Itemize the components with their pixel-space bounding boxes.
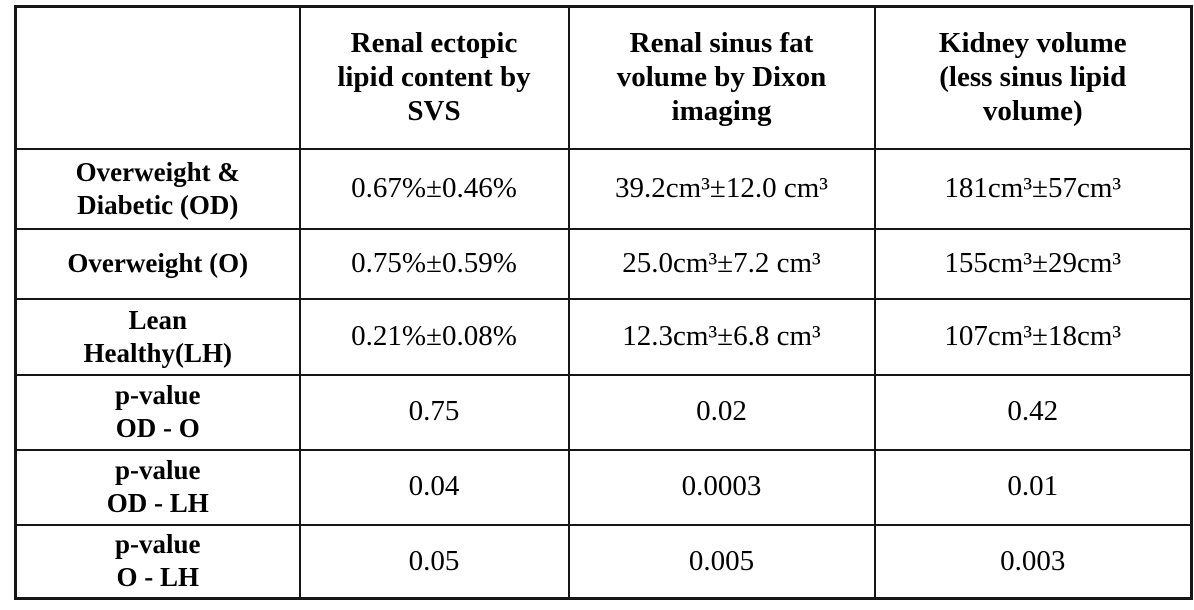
data-cell: 0.04 [298, 448, 570, 526]
row-label-pvalue-o-lh: p-value O - LH [14, 523, 301, 600]
data-cell: 0.01 [873, 448, 1193, 526]
data-cell: 0.02 [567, 373, 876, 451]
corner-empty-cell [14, 5, 301, 150]
data-cell: 0.75%±0.59% [298, 227, 570, 300]
row-label-lean-healthy: Lean Healthy(LH) [14, 297, 301, 376]
data-cell: 0.42 [873, 373, 1193, 451]
table-row-overweight-diabetic: Overweight & Diabetic (OD) 0.67%±0.46% 3… [14, 147, 1193, 230]
data-cell: 107cm³±18cm³ [873, 297, 1193, 376]
data-cell: 0.21%±0.08% [298, 297, 570, 376]
data-cell: 181cm³±57cm³ [873, 147, 1193, 230]
renal-measurements-table: Renal ectopic lipid content by SVS Renal… [14, 5, 1193, 600]
table-row-pvalue-od-lh: p-value OD - LH 0.04 0.0003 0.01 [14, 448, 1193, 526]
col-header-kidney-volume: Kidney volume (less sinus lipid volume) [873, 5, 1193, 150]
header-row: Renal ectopic lipid content by SVS Renal… [14, 5, 1193, 150]
data-cell: 25.0cm³±7.2 cm³ [567, 227, 876, 300]
col-header-renal-sinus-fat: Renal sinus fat volume by Dixon imaging [567, 5, 876, 150]
col-header-renal-ectopic-lipid: Renal ectopic lipid content by SVS [298, 5, 570, 150]
data-cell: 12.3cm³±6.8 cm³ [567, 297, 876, 376]
data-cell: 0.05 [298, 523, 570, 600]
data-cell: 0.75 [298, 373, 570, 451]
row-label-pvalue-od-lh: p-value OD - LH [14, 448, 301, 526]
table-row-pvalue-od-o: p-value OD - O 0.75 0.02 0.42 [14, 373, 1193, 451]
data-cell: 0.003 [873, 523, 1193, 600]
row-label-overweight: Overweight (O) [14, 227, 301, 300]
data-cell: 155cm³±29cm³ [873, 227, 1193, 300]
data-cell: 39.2cm³±12.0 cm³ [567, 147, 876, 230]
row-label-overweight-diabetic: Overweight & Diabetic (OD) [14, 147, 301, 230]
table-row-lean-healthy: Lean Healthy(LH) 0.21%±0.08% 12.3cm³±6.8… [14, 297, 1193, 376]
results-table-container: Renal ectopic lipid content by SVS Renal… [14, 5, 1193, 600]
data-cell: 0.005 [567, 523, 876, 600]
table-row-pvalue-o-lh: p-value O - LH 0.05 0.005 0.003 [14, 523, 1193, 600]
table-row-overweight: Overweight (O) 0.75%±0.59% 25.0cm³±7.2 c… [14, 227, 1193, 300]
data-cell: 0.0003 [567, 448, 876, 526]
row-label-pvalue-od-o: p-value OD - O [14, 373, 301, 451]
data-cell: 0.67%±0.46% [298, 147, 570, 230]
